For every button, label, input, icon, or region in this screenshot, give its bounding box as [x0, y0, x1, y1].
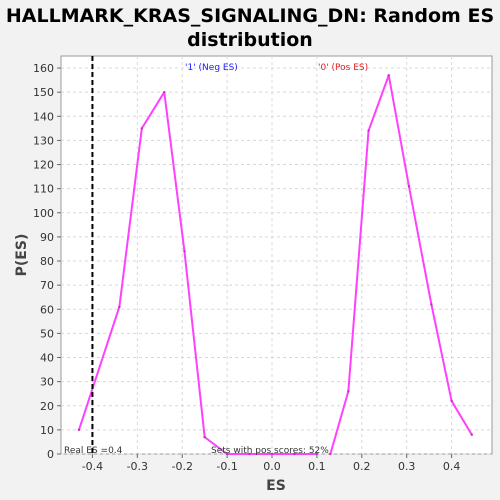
series-1-point-3: [387, 74, 390, 77]
pos-scores-label: Sets with pos scores: 52%: [211, 446, 329, 456]
y-tick-label-7: 70: [40, 279, 54, 292]
series-0-point-7: [248, 452, 251, 456]
x-tick-label-3: -0.1: [216, 460, 237, 473]
y-tick-label-3: 30: [40, 376, 54, 389]
series-lines: [77, 74, 473, 456]
x-tick-label-1: -0.3: [127, 460, 148, 473]
y-tick-label-8: 80: [40, 255, 54, 268]
x-tick-label-6: 0.2: [353, 460, 371, 473]
series-1-point-6: [450, 399, 453, 403]
legend-neg-es: '1' (Neg ES): [185, 63, 238, 73]
y-tick-label-1: 10: [40, 424, 54, 437]
y-axis-label: P(ES): [14, 234, 30, 277]
y-tick-label-12: 120: [33, 159, 54, 172]
y-tick-label-4: 40: [40, 352, 54, 365]
x-tick-label-7: 0.3: [398, 460, 416, 473]
series-0-point-9: [293, 452, 296, 456]
series-1-point-4: [407, 185, 411, 188]
series-0-point-2: [140, 127, 144, 130]
series-line-1: [329, 74, 473, 455]
series-0-point-1: [118, 305, 121, 309]
y-tick-label-10: 100: [33, 207, 54, 220]
x-tick-label-5: 0.1: [308, 460, 326, 473]
series-0-point-5: [203, 435, 206, 439]
series-0-point-4: [183, 250, 186, 253]
x-tick-label-4: 0.0: [263, 460, 281, 473]
y-tick-label-11: 110: [33, 183, 54, 196]
y-tick-label-6: 60: [40, 303, 54, 316]
y-tick-label-5: 50: [40, 327, 54, 340]
series-1-point-7: [470, 433, 473, 436]
series-1-point-2: [367, 129, 370, 132]
y-tick-label-2: 20: [40, 400, 54, 413]
x-tick-label-8: 0.4: [443, 460, 461, 473]
y-tick-label-14: 140: [33, 110, 54, 123]
real-es-label: Real ES =0.4: [64, 446, 123, 456]
chart-title-line1: HALLMARK_KRAS_SIGNALING_DN: Random ES: [6, 5, 494, 27]
series-1-point-0: [329, 452, 332, 456]
y-tick-label-9: 90: [40, 231, 54, 244]
y-tick-label-0: 0: [47, 448, 54, 461]
y-tick-label-16: 160: [33, 62, 54, 75]
y-tick-label-13: 130: [33, 134, 54, 147]
series-1-point-1: [347, 390, 350, 393]
series-0-point-6: [225, 452, 229, 456]
series-0-point-10: [315, 452, 319, 456]
chart-title-line2: distribution: [187, 29, 313, 51]
series-1-point-5: [430, 303, 433, 306]
x-tick-label-0: -0.4: [82, 460, 103, 473]
series-0-point-3: [163, 90, 166, 94]
y-tick-label-15: 150: [33, 86, 54, 99]
x-axis-label: ES: [266, 478, 286, 494]
series-0-point-8: [270, 452, 274, 456]
grid-lines: [61, 56, 492, 455]
legend-pos-es: '0' (Pos ES): [318, 63, 368, 73]
plot-area: [60, 55, 493, 455]
series-0-point-0: [77, 428, 81, 432]
x-tick-label-2: -0.2: [171, 460, 192, 473]
axes: -0.4 -0.3 -0.2 -0.1 0.0 0.1 0.2 0.3 0.4 0 10 20 30 40…: [33, 62, 460, 473]
